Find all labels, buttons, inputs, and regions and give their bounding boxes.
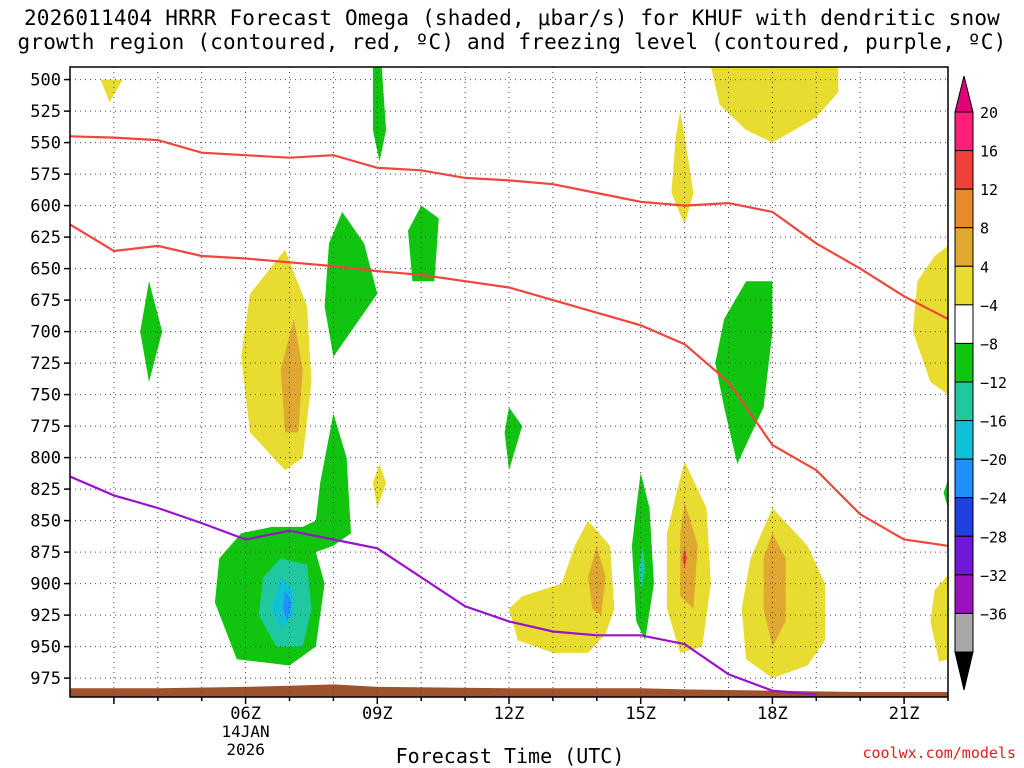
x-tick-label-12Z: 12Z <box>494 704 525 724</box>
omega-region-yellow-top-right <box>710 67 839 143</box>
colorbar-swatch-0 <box>954 111 974 152</box>
chart-title-line-1: 2026011404 HRRR Forecast Omega (shaded, … <box>23 6 1001 30</box>
y-tick-label-875: 875 <box>30 543 61 563</box>
omega-region-green-top-09z <box>372 67 387 162</box>
colorbar-swatch-5 <box>954 304 974 344</box>
omega-region-green-10z <box>408 205 439 282</box>
omega-region-yellow-22z-mid <box>912 245 948 395</box>
colorbar-swatch-10 <box>954 497 974 537</box>
colorbar-swatch-1 <box>954 150 974 190</box>
y-tick-label-800: 800 <box>30 449 61 469</box>
colorbar-swatch-7 <box>954 381 974 422</box>
omega-region-yellow-22z-low <box>930 574 948 662</box>
credit-text: coolwx.com/models <box>862 744 1016 762</box>
x-date-label: 14JAN <box>222 722 270 741</box>
omega-region-orange-14z <box>588 545 606 616</box>
omega-region-green-1630z-1730z <box>715 281 773 464</box>
chart-title-line-2: growth region (contoured, red, ºC) and f… <box>17 30 1007 54</box>
omega-region-green-22z-small <box>943 480 948 508</box>
y-tick-label-625: 625 <box>30 228 61 248</box>
y-tick-label-925: 925 <box>30 606 61 626</box>
colorbar-swatch-3 <box>954 227 974 267</box>
colorbar-label-12: −32 <box>980 567 1007 585</box>
y-tick-label-825: 825 <box>30 480 61 500</box>
y-tick-label-950: 950 <box>30 638 61 658</box>
colorbar-label-5: −4 <box>980 297 998 315</box>
y-tick-label-975: 975 <box>30 669 61 689</box>
snow-growth-lower-contour <box>70 223 948 547</box>
y-tick-label-750: 750 <box>30 386 61 406</box>
omega-region-orange-07z <box>280 319 303 433</box>
colorbar-swatch-8 <box>954 420 974 460</box>
colorbar-label-10: −24 <box>980 490 1007 508</box>
colorbar-label-1: 16 <box>980 143 998 161</box>
y-tick-label-575: 575 <box>30 165 61 185</box>
snow-growth-upper-contour <box>70 135 948 320</box>
colorbar-label-9: −20 <box>980 451 1007 469</box>
colorbar-swatch-12 <box>954 574 974 614</box>
colorbar-swatch-11 <box>954 535 974 576</box>
omega-region-yellow-12z-14z <box>509 520 615 653</box>
y-tick-label-550: 550 <box>30 134 61 154</box>
omega-region-green-08z <box>324 211 378 357</box>
y-tick-label-500: 500 <box>30 71 61 91</box>
colorbar-label-3: 8 <box>980 220 989 238</box>
y-tick-label-525: 525 <box>30 102 61 122</box>
freezing-level-contour <box>70 475 817 696</box>
y-tick-label-775: 775 <box>30 417 61 437</box>
omega-region-orange-18z <box>763 533 786 647</box>
colorbar-label-13: −36 <box>980 605 1007 623</box>
colorbar-label-0: 20 <box>980 104 998 122</box>
x-tick-label-15Z: 15Z <box>625 704 656 724</box>
y-tick-label-850: 850 <box>30 512 61 532</box>
x-axis-label: Forecast Time (UTC) <box>395 744 625 768</box>
x-year-label: 2026 <box>226 740 265 759</box>
colorbar-swatch-4 <box>954 265 974 306</box>
omega-region-red-16z <box>682 548 687 569</box>
y-tick-label-700: 700 <box>30 323 61 343</box>
y-tick-label-900: 900 <box>30 575 61 595</box>
omega-region-green-12z <box>504 407 523 471</box>
plot-area <box>70 67 948 697</box>
x-tick-label-18Z: 18Z <box>757 704 788 724</box>
y-tick-label-675: 675 <box>30 291 61 311</box>
colorbar-label-7: −12 <box>980 374 1007 392</box>
y-tick-label-725: 725 <box>30 354 61 374</box>
colorbar-label-6: −8 <box>980 335 998 353</box>
omega-region-yellow-top-left <box>100 79 123 103</box>
colorbar-label-11: −28 <box>980 528 1007 546</box>
omega-region-green-04z <box>140 281 163 382</box>
x-tick-label-21Z: 21Z <box>889 704 920 724</box>
omega-region-blue-07z <box>282 589 292 622</box>
colorbar-label-4: 4 <box>980 258 989 276</box>
colorbar-swatch-2 <box>954 188 974 229</box>
omega-region-yellow-16z-mid <box>671 111 694 225</box>
colorbar-label-8: −16 <box>980 413 1007 431</box>
colorbar-swatch-6 <box>954 342 974 383</box>
colorbar-bottom-extend <box>954 651 974 691</box>
omega-region-teal-15z <box>638 545 646 590</box>
x-tick-label-06Z: 06Z <box>230 704 261 724</box>
x-tick-label-09Z: 09Z <box>362 704 393 724</box>
y-tick-label-600: 600 <box>30 197 61 217</box>
colorbar-swatch-9 <box>954 458 974 499</box>
colorbar-swatch-13 <box>954 612 974 653</box>
y-tick-label-650: 650 <box>30 260 61 280</box>
colorbar-top-extend <box>954 75 974 113</box>
terrain-fill <box>70 684 948 697</box>
omega-region-yellow-09z-small <box>372 463 387 508</box>
omega-region-green-06z-08z-low <box>214 413 351 666</box>
colorbar-label-2: 12 <box>980 181 998 199</box>
